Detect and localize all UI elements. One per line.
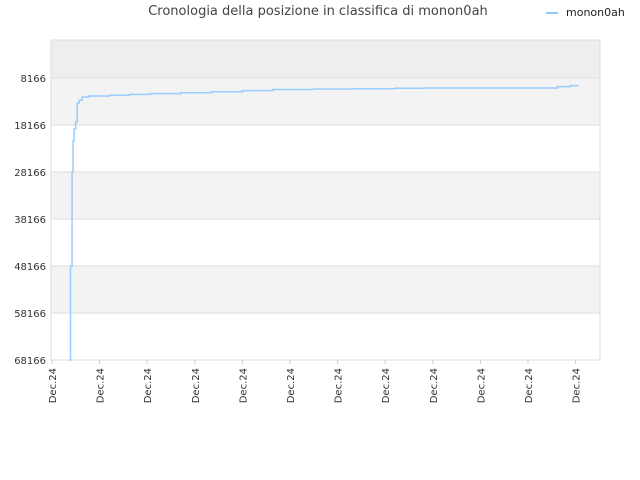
x-tick-label: Dec.24	[381, 368, 392, 403]
plot-band	[51, 313, 600, 360]
x-tick-label: Dec.24	[96, 368, 107, 403]
plot-band	[51, 78, 600, 125]
x-tick-label: Dec.24	[143, 368, 154, 403]
y-tick-label: 68166	[14, 356, 46, 367]
y-tick-label: 58166	[14, 309, 46, 320]
chart-title: Cronologia della posizione in classifica…	[148, 4, 488, 19]
y-tick-label: 48166	[14, 262, 46, 273]
y-tick-label: 18166	[14, 121, 46, 132]
plot-band	[51, 266, 600, 313]
x-tick-label: Dec.24	[572, 368, 583, 403]
x-tick-label: Dec.24	[476, 368, 487, 403]
plot-border	[50, 39, 601, 361]
x-tick-label: Dec.24	[48, 368, 59, 403]
x-tick-label: Dec.24	[524, 368, 535, 403]
plot-band	[51, 219, 600, 266]
x-tick-label: Dec.24	[286, 368, 297, 403]
plot-band	[51, 172, 600, 219]
x-tick-label: Dec.24	[238, 368, 249, 403]
y-tick-label: 38166	[14, 215, 46, 226]
x-tick-label: Dec.24	[191, 368, 202, 403]
legend-swatch	[546, 11, 558, 14]
x-tick-label: Dec.24	[429, 368, 440, 403]
y-tick-label: 8166	[21, 74, 46, 85]
series-line-monon0ah	[69, 84, 579, 361]
y-tick-label: 28166	[14, 168, 46, 179]
plot-band-top	[51, 40, 600, 78]
plot-band	[51, 125, 600, 172]
legend-label: monon0ah	[566, 6, 625, 19]
legend: monon0ah	[546, 6, 625, 19]
x-tick-label: Dec.24	[334, 368, 345, 403]
